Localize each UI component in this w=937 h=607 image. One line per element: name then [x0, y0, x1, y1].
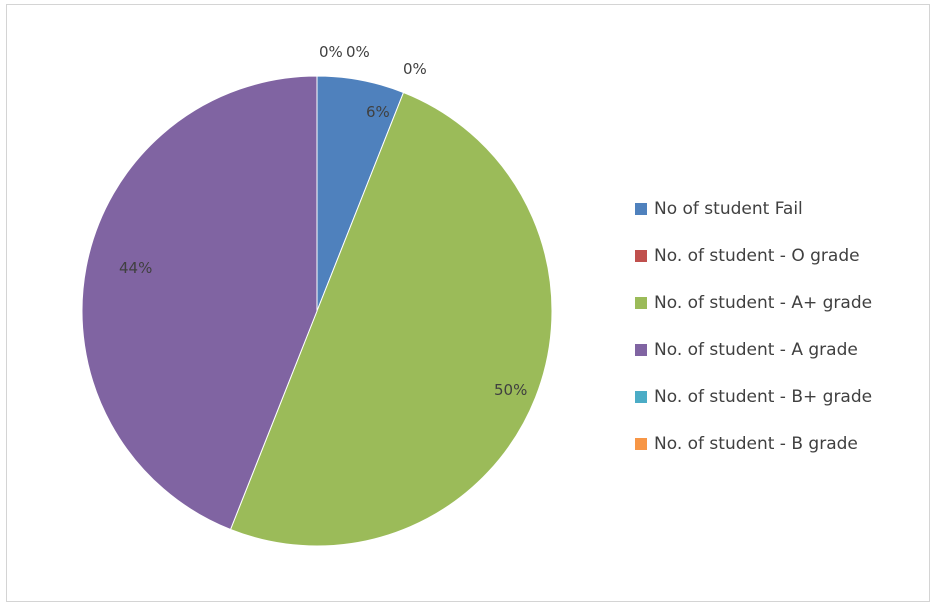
- data-label: 6%: [366, 103, 390, 121]
- legend-swatch: [635, 390, 647, 403]
- legend-item: No. of student - B grade: [635, 420, 935, 467]
- chart-area: 6% 0% 50% 44% 0% 0% No of student Fail No. of…: [6, 4, 930, 602]
- legend-swatch: [635, 249, 647, 262]
- data-label: 0%: [346, 43, 370, 61]
- legend-label: No. of student - B grade: [654, 433, 858, 454]
- pie-slice: [229, 91, 553, 547]
- legend-swatch: [635, 202, 647, 215]
- legend-label: No. of student - A+ grade: [654, 292, 873, 313]
- legend-swatch: [635, 296, 647, 309]
- data-label: 44%: [119, 259, 152, 277]
- legend-label: No. of student - A grade: [654, 339, 858, 360]
- legend-swatch: [635, 343, 647, 356]
- legend-label: No. of student - B+ grade: [654, 386, 873, 407]
- data-label: 0%: [319, 43, 343, 61]
- legend-item: No. of student - A+ grade: [635, 279, 935, 326]
- legend-swatch: [635, 437, 647, 450]
- legend-item: No. of student - O grade: [635, 232, 935, 279]
- legend-item: No. of student - B+ grade: [635, 373, 935, 420]
- legend-label: No of student Fail: [654, 198, 803, 219]
- legend-item: No of student Fail: [635, 185, 935, 232]
- data-label: 0%: [403, 60, 427, 78]
- pie-chart: 6%0%50%44%0%0%: [81, 43, 553, 547]
- legend: No of student Fail No. of student - O gr…: [635, 185, 935, 467]
- legend-label: No. of student - O grade: [654, 245, 860, 266]
- legend-item: No. of student - A grade: [635, 326, 935, 373]
- data-label: 50%: [494, 381, 527, 399]
- pie-slice: [81, 75, 318, 531]
